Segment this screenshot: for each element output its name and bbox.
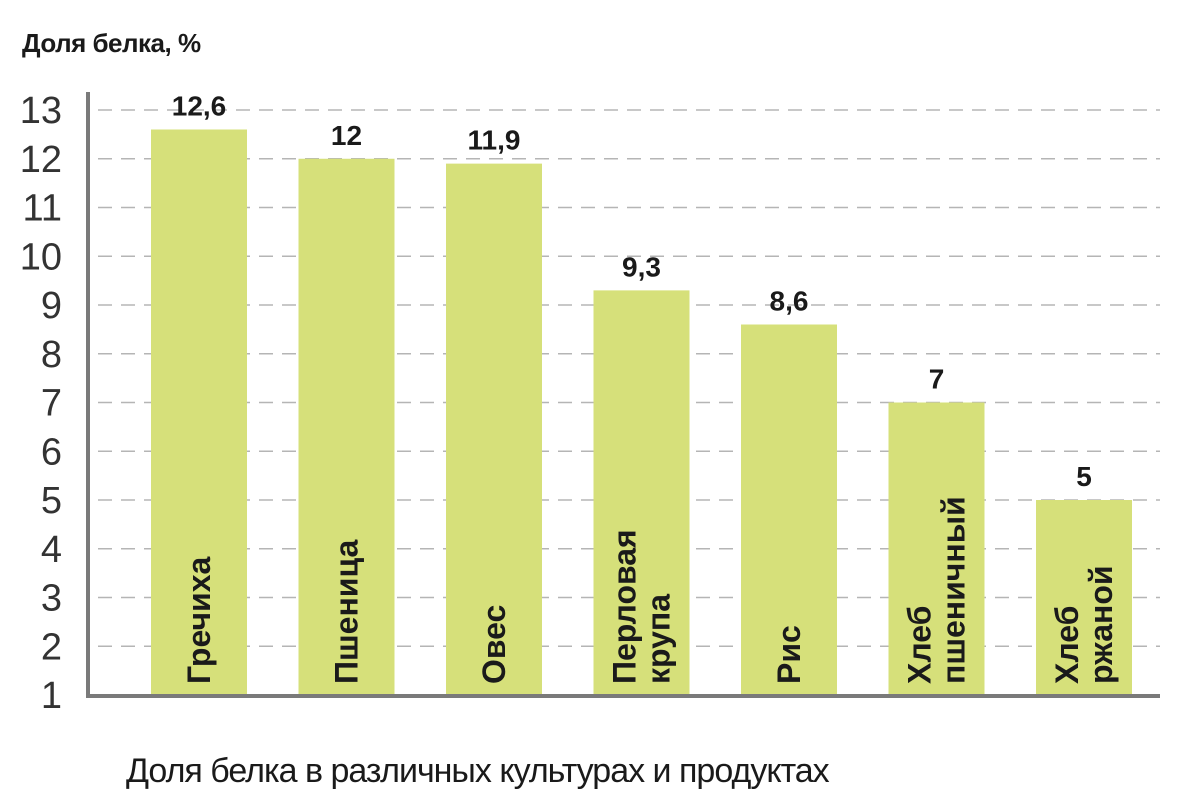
category-label-line: ржаной [1083, 565, 1119, 684]
data-label: 8,6 [770, 286, 809, 317]
y-tick-label: 7 [41, 383, 62, 425]
bar [446, 163, 542, 696]
y-tick-label: 1 [41, 675, 62, 717]
chart-caption: Доля белка в различных культурах и проду… [126, 752, 830, 790]
category-label-line: Перловая [607, 529, 643, 684]
bar [741, 324, 837, 696]
data-label: 9,3 [622, 251, 661, 282]
bar [151, 129, 247, 696]
y-tick-label: 9 [41, 285, 62, 327]
y-tick-label: 13 [20, 90, 62, 132]
category-label-line: крупа [641, 594, 677, 684]
y-tick-label: 5 [41, 480, 62, 522]
bar [888, 402, 985, 696]
y-tick-label: 11 [23, 188, 62, 230]
y-tick-label: 8 [41, 334, 62, 376]
bar [593, 290, 690, 696]
category-label-line: Гречиха [181, 556, 217, 684]
y-tick-label: 12 [20, 139, 62, 181]
bar [298, 158, 395, 696]
category-label-line: Пшеница [329, 539, 365, 684]
bar [1036, 500, 1132, 696]
category-label: Пшеница [329, 539, 365, 684]
category-label-line: Овес [476, 605, 512, 684]
data-label: 11,9 [468, 125, 521, 156]
y-axis-title: Доля белка, % [22, 28, 201, 58]
data-label: 7 [929, 364, 945, 395]
category-label-line: Хлеб [1049, 606, 1085, 684]
category-label: Овес [476, 605, 512, 684]
y-tick-label: 3 [41, 578, 62, 620]
data-label: 5 [1076, 461, 1092, 492]
data-label: 12 [331, 120, 362, 151]
data-label: 12,6 [172, 91, 227, 122]
y-tick-label: 2 [41, 626, 62, 668]
category-label-line: Рис [771, 625, 807, 684]
category-label: Гречиха [181, 556, 217, 684]
y-tick-label: 4 [41, 529, 62, 571]
y-tick-label: 6 [41, 431, 62, 473]
category-label: Рис [771, 625, 807, 684]
category-label-line: пшеничный [936, 496, 972, 684]
category-label-line: Хлеб [902, 606, 938, 684]
y-tick-label: 10 [20, 236, 62, 278]
